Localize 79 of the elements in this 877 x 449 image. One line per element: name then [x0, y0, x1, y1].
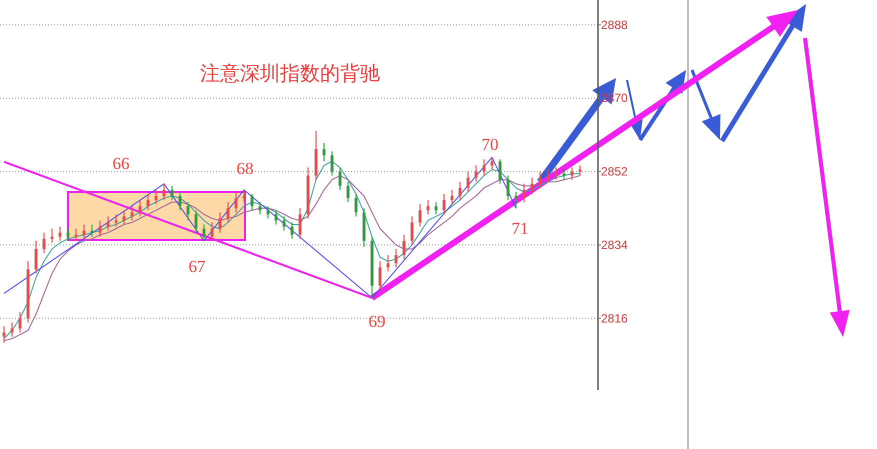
candlestick [330, 150, 334, 176]
candlestick [146, 193, 150, 211]
candlestick [122, 210, 126, 226]
candlestick [42, 232, 46, 254]
candlestick [402, 234, 406, 260]
candlestick [530, 177, 534, 194]
candlestick [18, 312, 22, 334]
text: 注意深圳指数的背驰 [200, 61, 380, 85]
candlestick [210, 222, 214, 240]
candlestick [242, 189, 246, 203]
candlestick [474, 164, 478, 182]
candlestick [322, 142, 326, 162]
candlestick [186, 202, 190, 221]
candlestick [98, 220, 102, 238]
annotation: 66 [112, 154, 130, 173]
y-tick-label: 2816 [601, 311, 628, 326]
y-tick-label: 2852 [601, 164, 628, 179]
candlestick [538, 171, 542, 188]
candlestick [346, 181, 350, 203]
y-tick-label: 2888 [601, 18, 628, 32]
candlestick [250, 193, 254, 211]
candlestick [154, 189, 158, 205]
candlestick [58, 226, 62, 242]
candlestick [218, 212, 222, 234]
candlestick [10, 322, 14, 338]
candlestick [562, 169, 566, 180]
candlestick [138, 200, 142, 217]
candlestick [274, 210, 278, 226]
candlestick [114, 214, 118, 228]
candlestick [554, 166, 558, 180]
candlestick [298, 208, 302, 240]
candlestick [50, 228, 54, 244]
candlestick [418, 204, 422, 228]
candlestick [266, 206, 270, 219]
candlestick [354, 193, 358, 217]
candlestick [282, 216, 286, 232]
candlestick [450, 189, 454, 205]
candlestick [522, 183, 526, 203]
candlestick [490, 156, 494, 170]
candlestick [578, 164, 582, 176]
candlestick [410, 216, 414, 246]
candlestick [394, 248, 398, 268]
candlestick [130, 206, 134, 221]
candlestick [482, 158, 486, 176]
candlestick [178, 191, 182, 211]
candlestick [386, 254, 390, 272]
candlestick [514, 191, 518, 209]
candlestick [506, 175, 510, 201]
candlestick [226, 202, 230, 224]
candlestick [82, 224, 86, 240]
candlestick [234, 191, 238, 213]
annotation: 70 [482, 135, 498, 154]
candlestick [74, 228, 78, 242]
candlestick [434, 202, 438, 215]
candlestick [442, 193, 446, 215]
candlestick [498, 158, 502, 184]
annotation: 68 [236, 159, 254, 178]
candlestick [258, 202, 262, 215]
candlestick [426, 200, 430, 215]
annotation: 67 [188, 257, 206, 276]
annotation: 71 [512, 219, 528, 238]
candlestick [338, 166, 342, 190]
candlestick [170, 185, 174, 201]
candlestick [194, 210, 198, 234]
candlestick [162, 183, 166, 201]
candlestick [458, 181, 462, 201]
candlestick [546, 169, 550, 182]
candlestick [2, 326, 6, 344]
candlestick [90, 224, 94, 238]
candlestick [106, 216, 110, 232]
candlestick [34, 240, 38, 274]
candlestick [66, 228, 70, 242]
candlestick [570, 166, 574, 180]
annotation: 69 [368, 312, 386, 331]
candlestick [202, 224, 206, 242]
candlestick [290, 222, 294, 240]
y-tick-label: 2834 [601, 238, 628, 252]
candlestick [378, 260, 382, 290]
candlestick [466, 171, 470, 192]
